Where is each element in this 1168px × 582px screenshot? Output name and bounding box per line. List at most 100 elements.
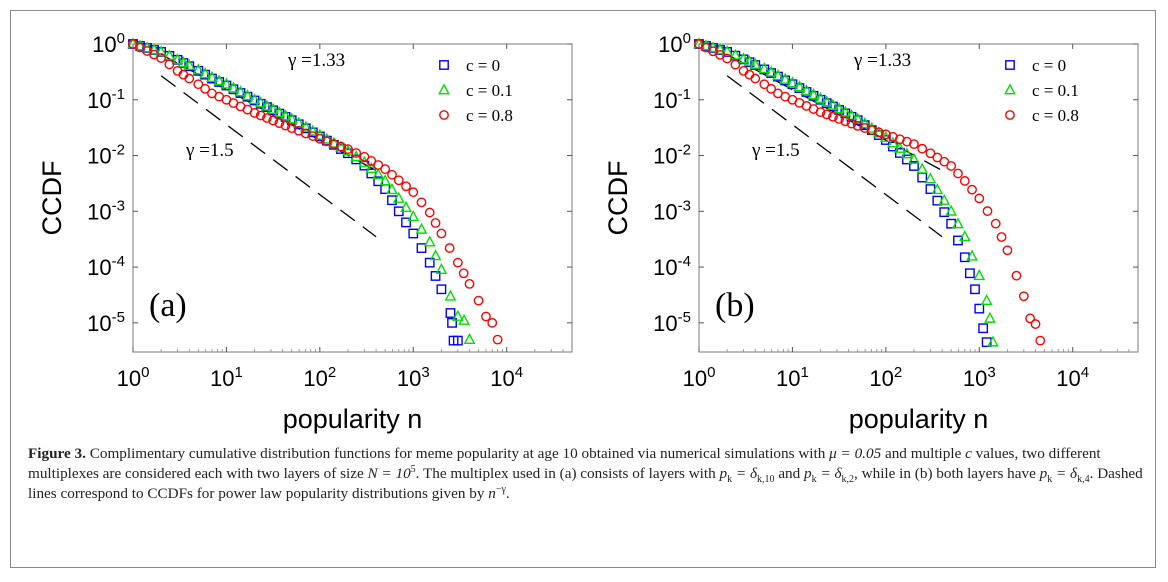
data-point-circle	[373, 160, 384, 170]
data-point-triangle	[966, 249, 978, 261]
data-point-circle	[1005, 110, 1015, 120]
data-point-triangle	[234, 85, 247, 97]
y-tick-label: 10-4	[87, 253, 125, 280]
data-point-triangle	[365, 161, 378, 174]
data-point-triangle	[980, 293, 993, 306]
y-tick-label: 10-2	[653, 142, 691, 169]
data-point-circle	[430, 218, 441, 228]
data-point-circle	[408, 187, 419, 198]
data-point-triangle	[451, 309, 464, 321]
data-point-circle	[164, 59, 175, 70]
data-point-square	[307, 127, 318, 138]
y-tick-label: 10-4	[653, 253, 691, 280]
guide-label: γ =1.33	[853, 50, 911, 71]
data-point-circle	[730, 59, 741, 70]
caption-text: and multiple	[881, 445, 966, 462]
data-point-circle	[974, 193, 985, 204]
data-point-circle	[280, 120, 291, 131]
data-point-square	[200, 69, 211, 80]
data-point-triangle	[779, 72, 792, 84]
data-point-square	[439, 60, 449, 70]
data-point-circle	[715, 49, 725, 60]
data-point-triangle	[858, 117, 871, 129]
data-point-triangle	[415, 222, 428, 234]
data-point-triangle	[379, 174, 392, 186]
caption-n: n	[488, 485, 496, 502]
caption-eq: = δ	[1052, 465, 1078, 482]
data-point-circle	[1011, 270, 1022, 281]
data-point-triangle	[279, 109, 292, 121]
data-point-circle	[393, 175, 404, 186]
data-point-circle	[416, 197, 427, 208]
figure-caption: Figure 3. Complimentary cumulative distr…	[28, 444, 1143, 504]
data-point-circle	[780, 91, 791, 102]
data-point-circle	[852, 120, 863, 131]
data-point-square	[242, 91, 253, 102]
data-point-circle	[925, 148, 936, 159]
data-point-circle	[866, 125, 877, 136]
data-point-triangle	[400, 200, 412, 212]
data-point-square	[808, 90, 819, 101]
data-point-triangle	[839, 105, 852, 117]
data-point-triangle	[800, 84, 813, 96]
data-point-circle	[1002, 245, 1013, 256]
data-point-square	[416, 243, 427, 253]
data-point-circle	[268, 115, 279, 126]
data-point-circle	[255, 110, 266, 121]
data-point-circle	[828, 111, 838, 122]
y-tick-label: 10-3	[653, 197, 691, 224]
caption-text: . The multiplex used in (a) consists of …	[415, 465, 720, 482]
data-point-square	[452, 335, 463, 346]
y-tick-label: 10-5	[87, 309, 125, 336]
data-point-circle	[917, 143, 928, 154]
data-point-circle	[200, 83, 211, 94]
x-tick-label: 101	[210, 364, 243, 391]
data-point-triangle	[213, 74, 226, 86]
caption-eq-sub: k,10	[757, 474, 775, 486]
data-point-circle	[444, 243, 455, 253]
data-point-circle	[859, 123, 870, 133]
data-point-triangle	[807, 87, 820, 100]
data-point-circle	[982, 206, 993, 216]
legend-entry: c = 0	[466, 56, 500, 75]
data-point-triangle	[458, 313, 470, 325]
data-point-square	[909, 161, 919, 171]
y-tick-label: 10-2	[87, 142, 125, 169]
data-point-square	[424, 257, 435, 268]
data-point-triangle	[758, 62, 771, 74]
data-point-circle	[932, 152, 943, 163]
caption-pk: p	[719, 465, 728, 482]
caption-text: , while in (b) both layers have	[854, 465, 1040, 482]
data-point-circle	[307, 131, 318, 141]
data-point-circle	[274, 118, 285, 128]
data-point-circle	[1018, 291, 1029, 302]
x-axis-label: popularity n	[849, 404, 989, 434]
panel-label: (b)	[715, 287, 755, 324]
data-point-triangle	[833, 102, 845, 114]
data-point-circle	[766, 83, 777, 94]
legend-entry: c = 0.8	[1032, 106, 1079, 125]
data-point-triangle	[973, 269, 986, 281]
data-point-square	[445, 308, 456, 318]
y-tick-label: 10-3	[87, 197, 125, 224]
x-tick-label: 100	[117, 364, 150, 391]
caption-pk-sub: k	[811, 474, 817, 486]
y-tick-label: 10-1	[653, 86, 691, 113]
data-point-circle	[902, 136, 912, 147]
data-point-triangle	[148, 43, 160, 55]
data-point-triangle	[171, 53, 184, 65]
data-point-triangle	[765, 65, 777, 77]
guide-line	[726, 75, 943, 238]
data-point-square	[430, 271, 441, 281]
data-point-triangle	[372, 168, 385, 180]
data-point-circle	[996, 232, 1007, 242]
data-point-square	[1005, 60, 1015, 70]
caption-text: and	[774, 465, 805, 482]
legend-entry: c = 0	[1032, 56, 1066, 75]
data-point-triangle	[1004, 83, 1016, 95]
data-point-circle	[873, 127, 884, 138]
data-point-triangle	[729, 48, 742, 60]
data-point-triangle	[155, 45, 167, 57]
data-point-square	[387, 195, 397, 206]
panel-label: (a)	[149, 287, 187, 324]
